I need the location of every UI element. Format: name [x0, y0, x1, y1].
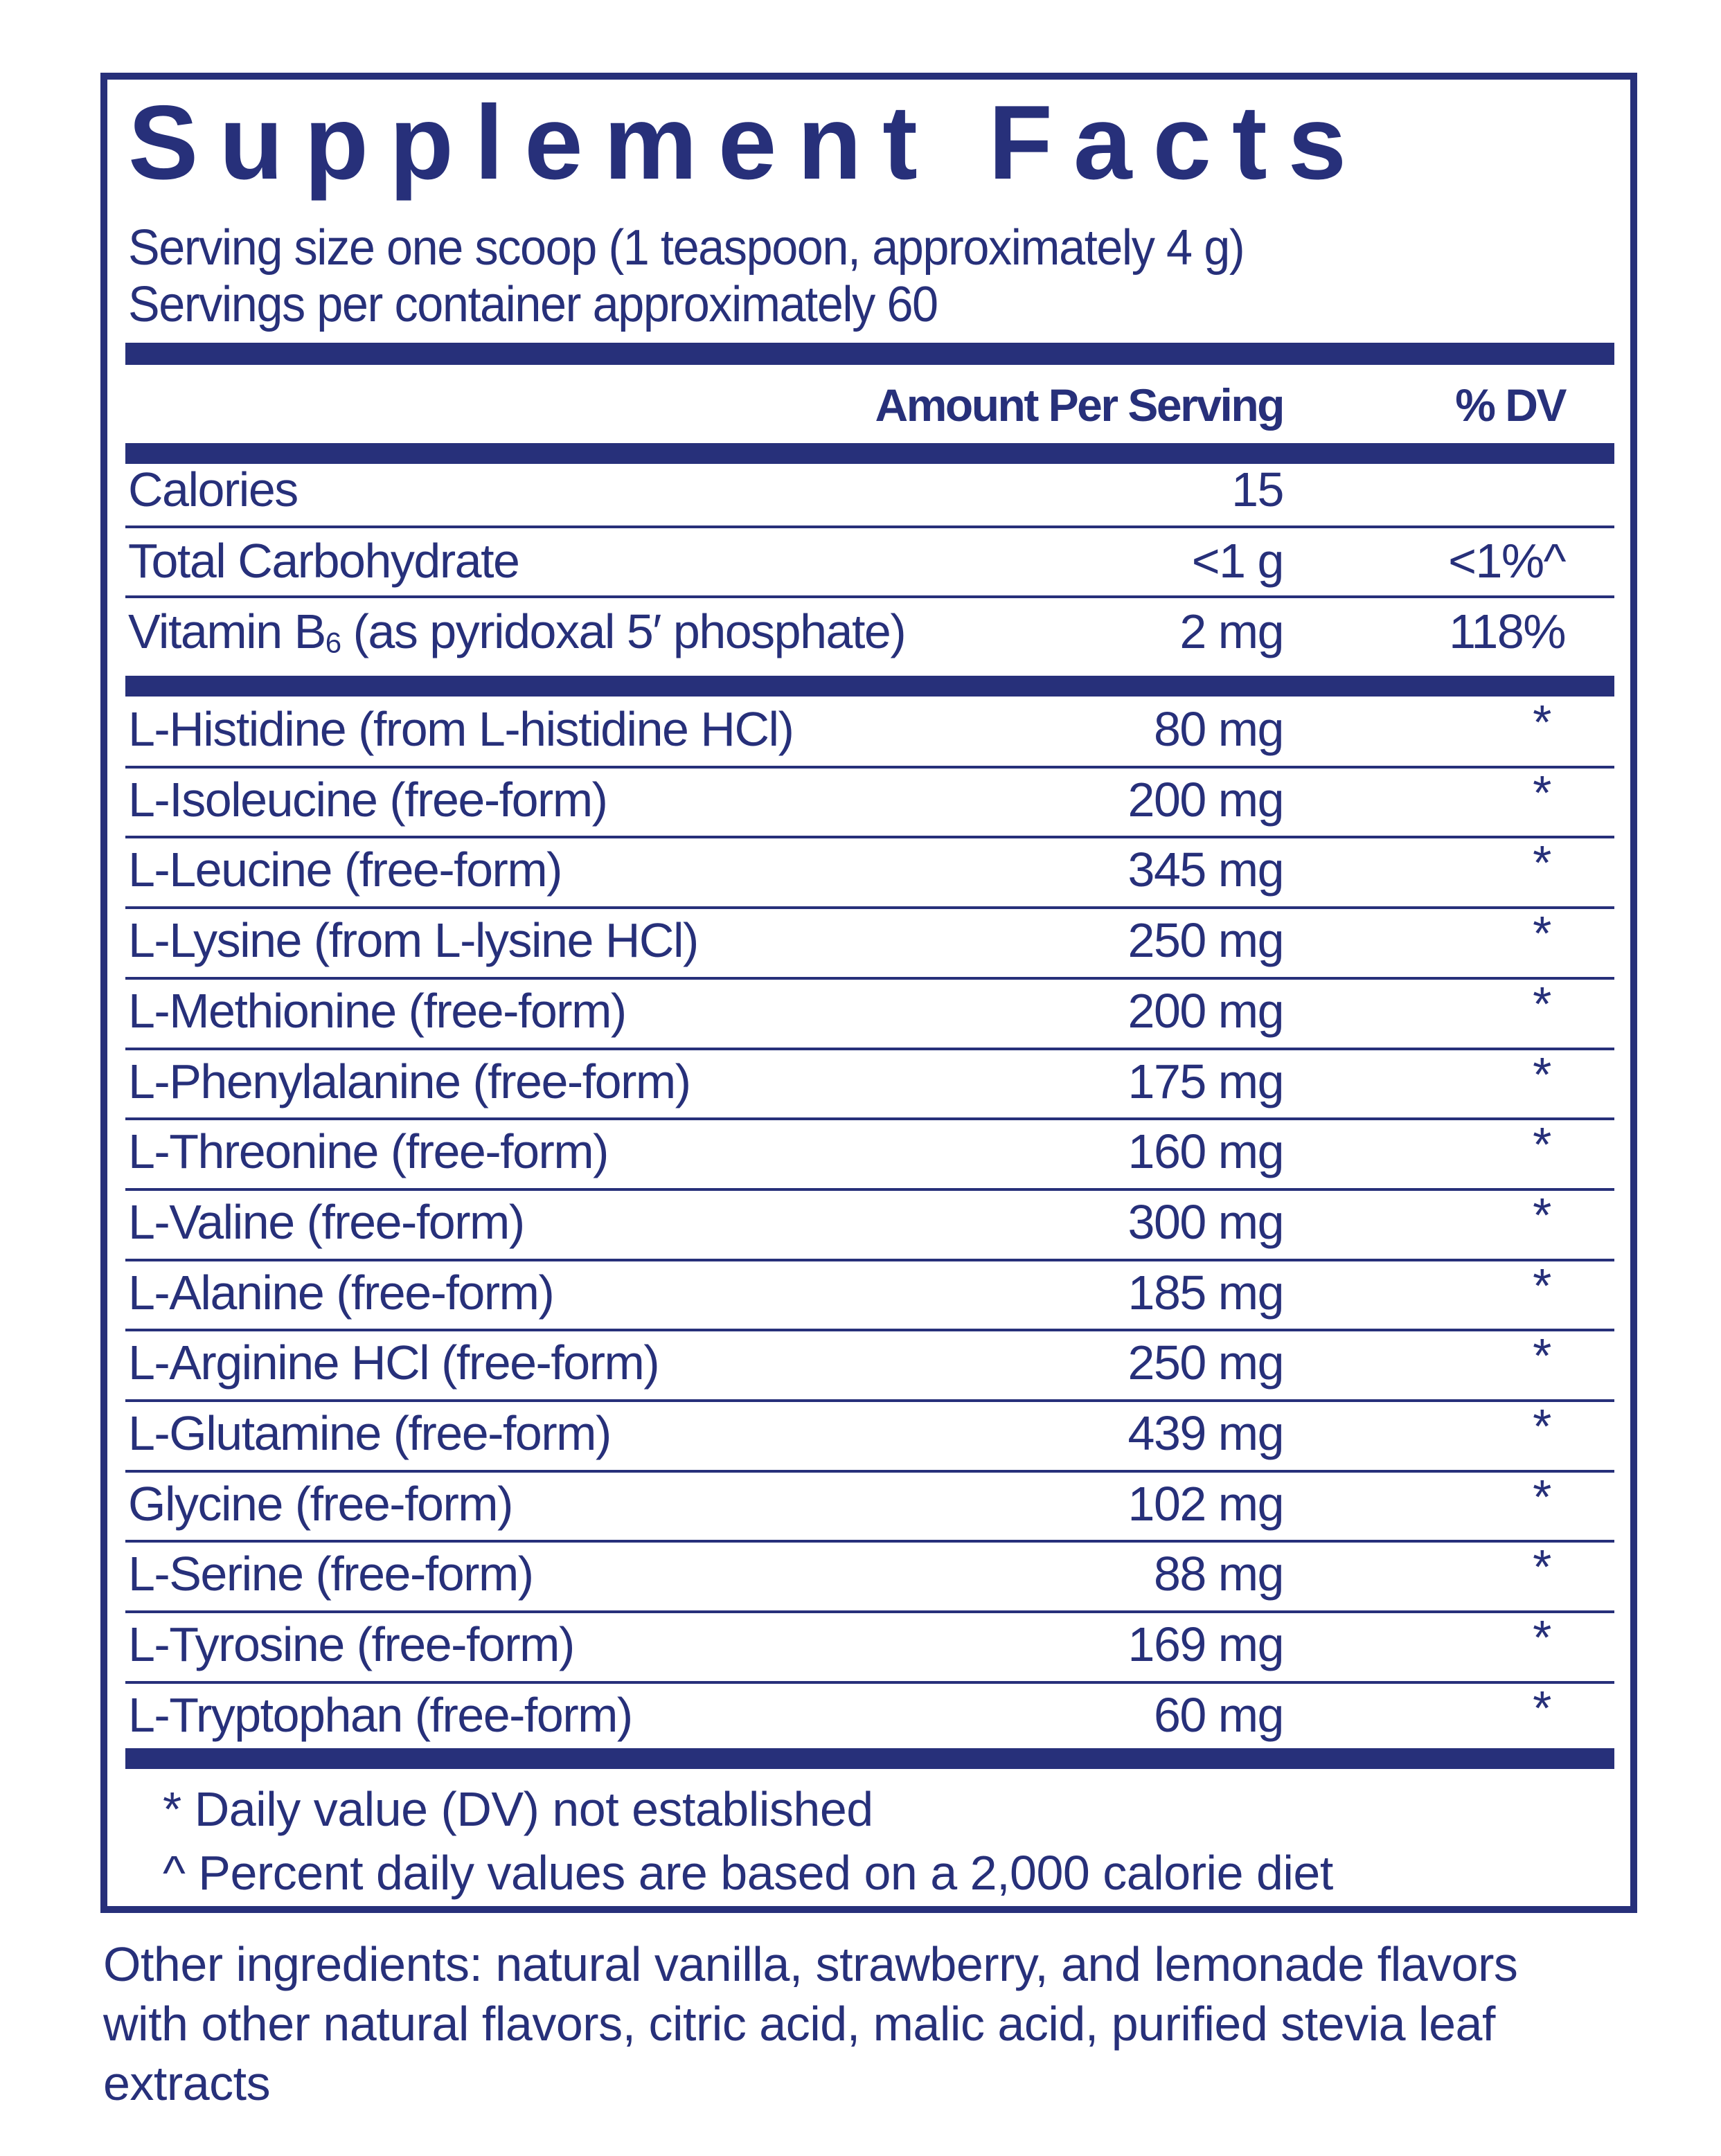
nutrient-dv: * [1533, 836, 1551, 890]
nutrient-amount: 169 mg [1127, 1617, 1285, 1671]
nutrient-name: Total Carbohydrate [128, 534, 520, 588]
row-divider [125, 1399, 1614, 1402]
nutrient-amount: 102 mg [1127, 1477, 1285, 1531]
nutrient-dv: * [1533, 1470, 1551, 1524]
nutrient-dv: * [1533, 906, 1551, 960]
amount-per-serving-header: Amount Per Serving [875, 379, 1285, 431]
nutrient-name: L-Tyrosine (free-form) [128, 1617, 575, 1671]
nutrient-amount: 88 mg [1153, 1547, 1285, 1601]
nutrient-dv: * [1533, 1259, 1551, 1313]
row-divider [125, 766, 1614, 769]
nutrient-dv: * [1533, 766, 1551, 820]
nutrient-dv: * [1533, 1329, 1551, 1383]
row-divider [125, 977, 1614, 980]
nutrient-name: L-Methionine (free-form) [128, 984, 627, 1038]
row-divider [125, 906, 1614, 909]
nutrient-amount: 250 mg [1127, 1336, 1285, 1390]
nutrient-amount: 300 mg [1127, 1195, 1285, 1249]
row-divider [125, 1259, 1614, 1261]
nutrient-dv: <1%^ [1448, 534, 1566, 588]
nutrient-dv: * [1533, 1540, 1551, 1594]
nutrient-dv: * [1533, 1610, 1551, 1664]
nutrient-dv: * [1533, 1117, 1551, 1171]
row-divider [125, 1610, 1614, 1613]
nutrient-amount: <1 g [1191, 534, 1285, 588]
row-divider [125, 1540, 1614, 1543]
nutrient-name: L-Histidine (from L-histidine HCl) [128, 702, 794, 756]
nutrient-name: L-Tryptophan (free-form) [128, 1688, 633, 1742]
nutrient-name: L-Isoleucine (free-form) [128, 773, 608, 827]
row-divider [125, 836, 1614, 838]
nutrient-dv: 118% [1449, 604, 1566, 658]
nutrient-name: L-Valine (free-form) [128, 1195, 525, 1249]
row-divider [125, 525, 1614, 528]
thick-divider [125, 1748, 1614, 1769]
row-divider [125, 1470, 1614, 1473]
nutrient-name-detail: (as pyridoxal 5′ phosphate) [340, 604, 907, 658]
footnote-percent-daily-values: ^ Percent daily values are based on a 2,… [163, 1846, 1333, 1900]
nutrient-amount: 200 mg [1127, 773, 1285, 827]
supplement-facts-panel [100, 73, 1637, 1913]
thick-divider [125, 676, 1614, 697]
nutrient-amount: 175 mg [1127, 1054, 1285, 1108]
panel-title: Supplement Facts [128, 84, 1368, 201]
serving-size: Serving size one scoop (1 teaspoon, appr… [128, 220, 1245, 276]
nutrient-amount: 80 mg [1153, 702, 1285, 756]
nutrient-name: L-Leucine (free-form) [128, 843, 562, 897]
nutrient-amount: 60 mg [1153, 1688, 1285, 1742]
servings-per-container: Servings per container approximately 60 [128, 277, 938, 332]
nutrient-amount: 2 mg [1179, 604, 1284, 658]
nutrient-amount: 160 mg [1127, 1124, 1285, 1178]
nutrient-dv: * [1533, 1048, 1551, 1102]
nutrient-dv: * [1533, 1681, 1551, 1735]
other-ingredients-line: with other natural flavors, citric acid,… [103, 1997, 1495, 2051]
nutrient-amount: 439 mg [1127, 1406, 1285, 1460]
row-divider [125, 1681, 1614, 1684]
nutrient-name: L-Alanine (free-form) [128, 1266, 555, 1320]
nutrient-amount: 200 mg [1127, 984, 1285, 1038]
nutrient-amount: 15 [1231, 462, 1284, 516]
nutrient-dv: * [1533, 695, 1551, 749]
nutrient-name: L-Arginine HCl (free-form) [128, 1336, 660, 1390]
nutrient-name-text: Vitamin B [128, 604, 326, 658]
nutrient-amount: 250 mg [1127, 913, 1285, 967]
row-divider [125, 1048, 1614, 1050]
nutrient-name: L-Threonine (free-form) [128, 1124, 609, 1178]
nutrient-dv: * [1533, 1188, 1551, 1242]
other-ingredients-line: Other ingredients: natural vanilla, stra… [103, 1937, 1518, 1991]
nutrient-subscript: 6 [325, 626, 341, 659]
dv-header: % DV [1455, 379, 1567, 431]
nutrient-amount: 185 mg [1127, 1266, 1285, 1320]
nutrient-dv: * [1533, 977, 1551, 1031]
nutrient-name: L-Serine (free-form) [128, 1547, 534, 1601]
nutrient-name: Calories [128, 462, 298, 516]
nutrient-name: Vitamin B6 (as pyridoxal 5′ phosphate) [128, 604, 907, 659]
row-divider [125, 1329, 1614, 1331]
other-ingredients-line: extracts [103, 2056, 271, 2110]
nutrient-name: L-Phenylalanine (free-form) [128, 1054, 691, 1108]
thick-divider [125, 343, 1614, 365]
nutrient-dv: * [1533, 1399, 1551, 1453]
row-divider [125, 1117, 1614, 1120]
thick-divider [125, 443, 1614, 464]
row-divider [125, 1188, 1614, 1191]
footnote-dv-not-established: * Daily value (DV) not established [163, 1782, 873, 1836]
row-divider [125, 595, 1614, 598]
nutrient-name: L-Glutamine (free-form) [128, 1406, 612, 1460]
nutrient-amount: 345 mg [1127, 843, 1285, 897]
nutrient-name: Glycine (free-form) [128, 1477, 513, 1531]
nutrient-name: L-Lysine (from L-lysine HCl) [128, 913, 699, 967]
